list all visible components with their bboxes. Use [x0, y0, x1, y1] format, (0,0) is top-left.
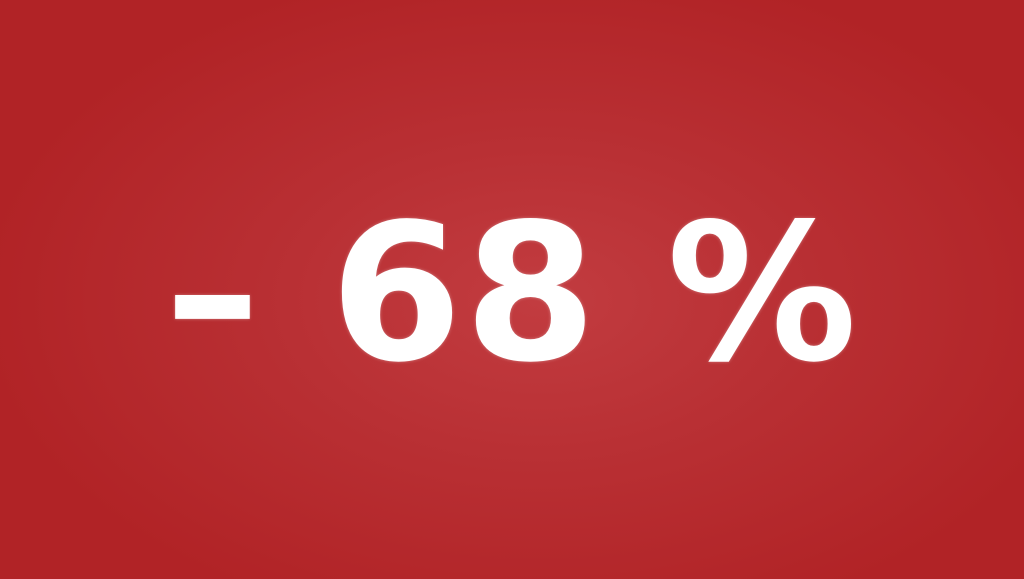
discount-percentage-text: – 68 %	[164, 182, 860, 404]
discount-banner: – 68 %	[0, 0, 1024, 579]
